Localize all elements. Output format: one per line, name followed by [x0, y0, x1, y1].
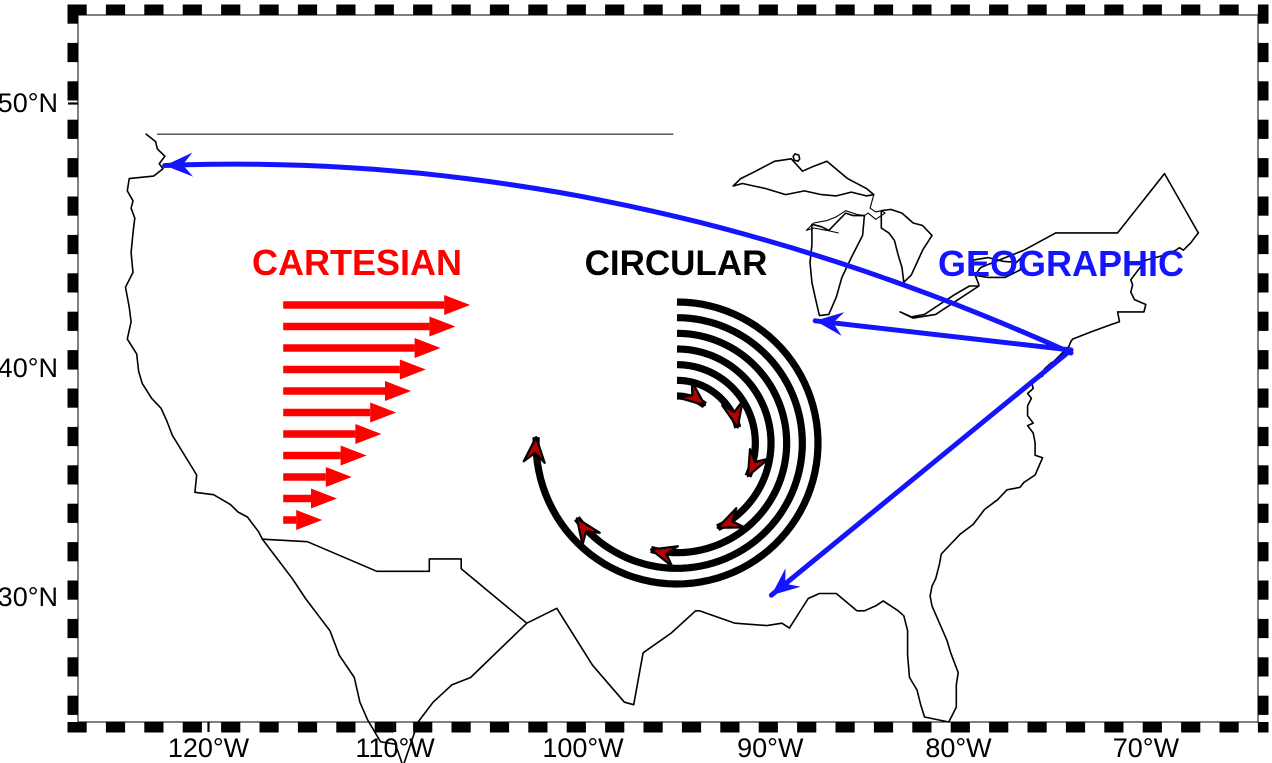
- svg-text:80°W: 80°W: [925, 733, 992, 763]
- svg-text:110°W: 110°W: [355, 733, 435, 763]
- svg-text:70°W: 70°W: [1113, 733, 1180, 763]
- svg-text:30°N: 30°N: [0, 582, 58, 612]
- svg-text:120°W: 120°W: [168, 733, 250, 763]
- svg-text:100°W: 100°W: [542, 733, 624, 763]
- svg-text:CIRCULAR: CIRCULAR: [585, 244, 768, 283]
- svg-text:50°N: 50°N: [0, 88, 58, 118]
- svg-text:CARTESIAN: CARTESIAN: [252, 242, 462, 283]
- svg-text:GEOGRAPHIC: GEOGRAPHIC: [938, 243, 1184, 284]
- svg-text:90°W: 90°W: [737, 733, 804, 763]
- svg-text:40°N: 40°N: [0, 353, 58, 383]
